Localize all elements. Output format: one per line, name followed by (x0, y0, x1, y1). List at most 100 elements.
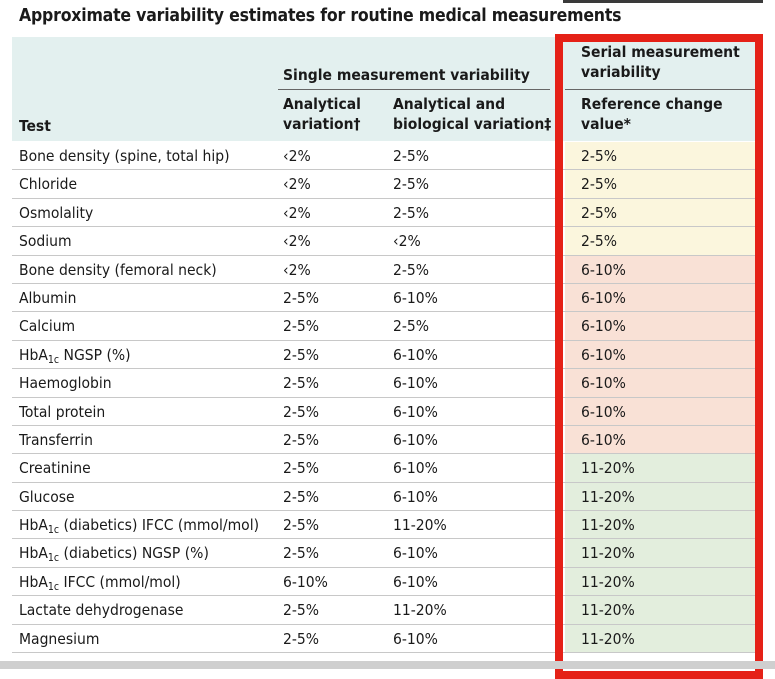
highlight-box (555, 34, 763, 679)
cell-analytical: 2-5% (283, 345, 320, 364)
table-row: Bone density (femoral neck) ‹2% 2-5% 6-10% (12, 255, 757, 284)
cell-rcv: 11-20% (581, 601, 635, 620)
cell-test: Chloride (19, 175, 78, 194)
rcv-band-background (565, 539, 757, 567)
cell-test: Albumin (19, 288, 77, 307)
single-group-rule (278, 89, 550, 90)
cell-rcv: 11-20% (581, 544, 635, 563)
rcv-band-background (565, 425, 757, 454)
cell-biological: 2-5% (393, 147, 430, 165)
rcv-band-background (565, 283, 757, 312)
table-body: Bone density (spine, total hip) ‹2% 2-5% 2-… (12, 142, 757, 654)
cell-rcv: 2-5% (581, 232, 618, 251)
rcv-band-background (565, 624, 757, 653)
rcv-band-background (565, 454, 757, 482)
cell-analytical: 2-5% (283, 430, 320, 449)
cell-rcv: 6-10% (581, 430, 626, 449)
col-header-analytical-line1: Analytical (283, 95, 361, 113)
table-row: Total protein 2-5% 6-10% 6-10% (12, 397, 757, 426)
cell-biological: 6-10% (393, 459, 438, 478)
table-row: HbA1c (diabetics) NGSP (%) 2-5% 6-10% 11-20… (12, 539, 757, 568)
cell-biological: 6-10% (393, 374, 438, 393)
cell-rcv: 2-5% (581, 175, 618, 194)
table-row: Calcium 2-5% 2-5% 6-10% (12, 312, 757, 341)
cell-test: Creatinine (19, 459, 91, 478)
cell-biological: 6-10% (393, 544, 438, 563)
table-row: Magnesium 2-5% 6-10% 11-20% (12, 624, 757, 654)
cell-test: Calcium (19, 317, 76, 336)
rcv-band-background (565, 567, 757, 596)
cell-analytical: 2-5% (283, 374, 320, 393)
cell-rcv: 6-10% (581, 317, 626, 336)
cell-test: Sodium (19, 232, 72, 251)
cell-test: Bone density (femoral neck) (19, 260, 217, 279)
col-header-biological-line2: biological variation‡ (393, 115, 552, 133)
col-header-rcv-line2: value* (581, 115, 631, 133)
cell-test: Osmolality (19, 203, 94, 222)
cell-biological: 2-5% (393, 260, 430, 279)
rcv-band-background (565, 511, 757, 539)
cell-analytical: 2-5% (283, 516, 320, 535)
title-top-rule (563, 0, 763, 3)
cell-test: Bone density (spine, total hip) (19, 147, 230, 165)
cell-biological: 6-10% (393, 572, 438, 591)
cell-analytical: 6-10% (283, 572, 328, 591)
cell-analytical: ‹2% (283, 147, 311, 165)
cell-rcv: 6-10% (581, 260, 626, 279)
cell-analytical: ‹2% (283, 260, 311, 279)
cell-test: Total protein (19, 402, 106, 421)
cell-test: HbA1c IFCC (mmol/mol) (19, 572, 181, 593)
table-row: Sodium ‹2% ‹2% 2-5% (12, 227, 757, 256)
cell-analytical: ‹2% (283, 175, 311, 194)
col-header-rcv-line1: Reference change (581, 95, 723, 113)
cell-test: Haemoglobin (19, 374, 112, 393)
table-row: Creatinine 2-5% 6-10% 11-20% (12, 454, 757, 483)
cell-biological: 2-5% (393, 317, 430, 336)
rcv-band-background (565, 312, 757, 340)
col-header-biological-line1: Analytical and (393, 95, 506, 113)
table-row: Transferrin 2-5% 6-10% 6-10% (12, 425, 757, 455)
cell-biological: 6-10% (393, 345, 438, 364)
cell-rcv: 2-5% (581, 147, 618, 165)
cell-analytical: 2-5% (283, 288, 320, 307)
table-row: Albumin 2-5% 6-10% 6-10% (12, 283, 757, 313)
table-row: Osmolality ‹2% 2-5% 2-5% (12, 198, 757, 228)
table-title: Approximate variability estimates for ro… (19, 6, 622, 26)
serial-group-rule (565, 89, 757, 90)
cell-test: HbA1c NGSP (%) (19, 345, 131, 366)
cell-rcv: 6-10% (581, 345, 626, 364)
serial-variability-group-header-line1: Serial measurement (581, 43, 740, 61)
cell-biological: 6-10% (393, 629, 438, 648)
cell-analytical: 2-5% (283, 601, 320, 620)
cell-rcv: 6-10% (581, 374, 626, 393)
cell-biological: 6-10% (393, 288, 438, 307)
rcv-band-background (565, 255, 757, 283)
cell-rcv: 6-10% (581, 402, 626, 421)
cell-biological: ‹2% (393, 232, 421, 251)
cell-biological: 11-20% (393, 601, 447, 620)
rcv-band-background (565, 369, 757, 397)
col-header-test: Test (19, 117, 51, 135)
cell-analytical: 2-5% (283, 629, 320, 648)
rcv-band-background (565, 340, 757, 369)
cell-rcv: 11-20% (581, 487, 635, 506)
cell-rcv: 2-5% (581, 203, 618, 222)
cell-test: Glucose (19, 487, 75, 506)
cell-analytical: 2-5% (283, 544, 320, 563)
rcv-band-background (565, 482, 757, 511)
cell-test: Transferrin (19, 430, 94, 449)
table-row: Bone density (spine, total hip) ‹2% 2-5% 2-… (12, 142, 757, 171)
col-header-analytical-line2: variation† (283, 115, 361, 133)
table-row: HbA1c (diabetics) IFCC (mmol/mol) 2-5% 11-… (12, 511, 757, 540)
cell-biological: 6-10% (393, 430, 438, 449)
cell-analytical: 2-5% (283, 459, 320, 478)
table-row: Haemoglobin 2-5% 6-10% 6-10% (12, 369, 757, 398)
cell-test: Lactate dehydrogenase (19, 601, 184, 620)
cell-biological: 6-10% (393, 487, 438, 506)
cell-biological: 2-5% (393, 175, 430, 194)
cell-biological: 6-10% (393, 402, 438, 421)
rcv-band-background (565, 170, 757, 198)
scrollbar-track[interactable] (0, 661, 775, 669)
cell-rcv: 6-10% (581, 288, 626, 307)
cell-rcv: 11-20% (581, 516, 635, 535)
